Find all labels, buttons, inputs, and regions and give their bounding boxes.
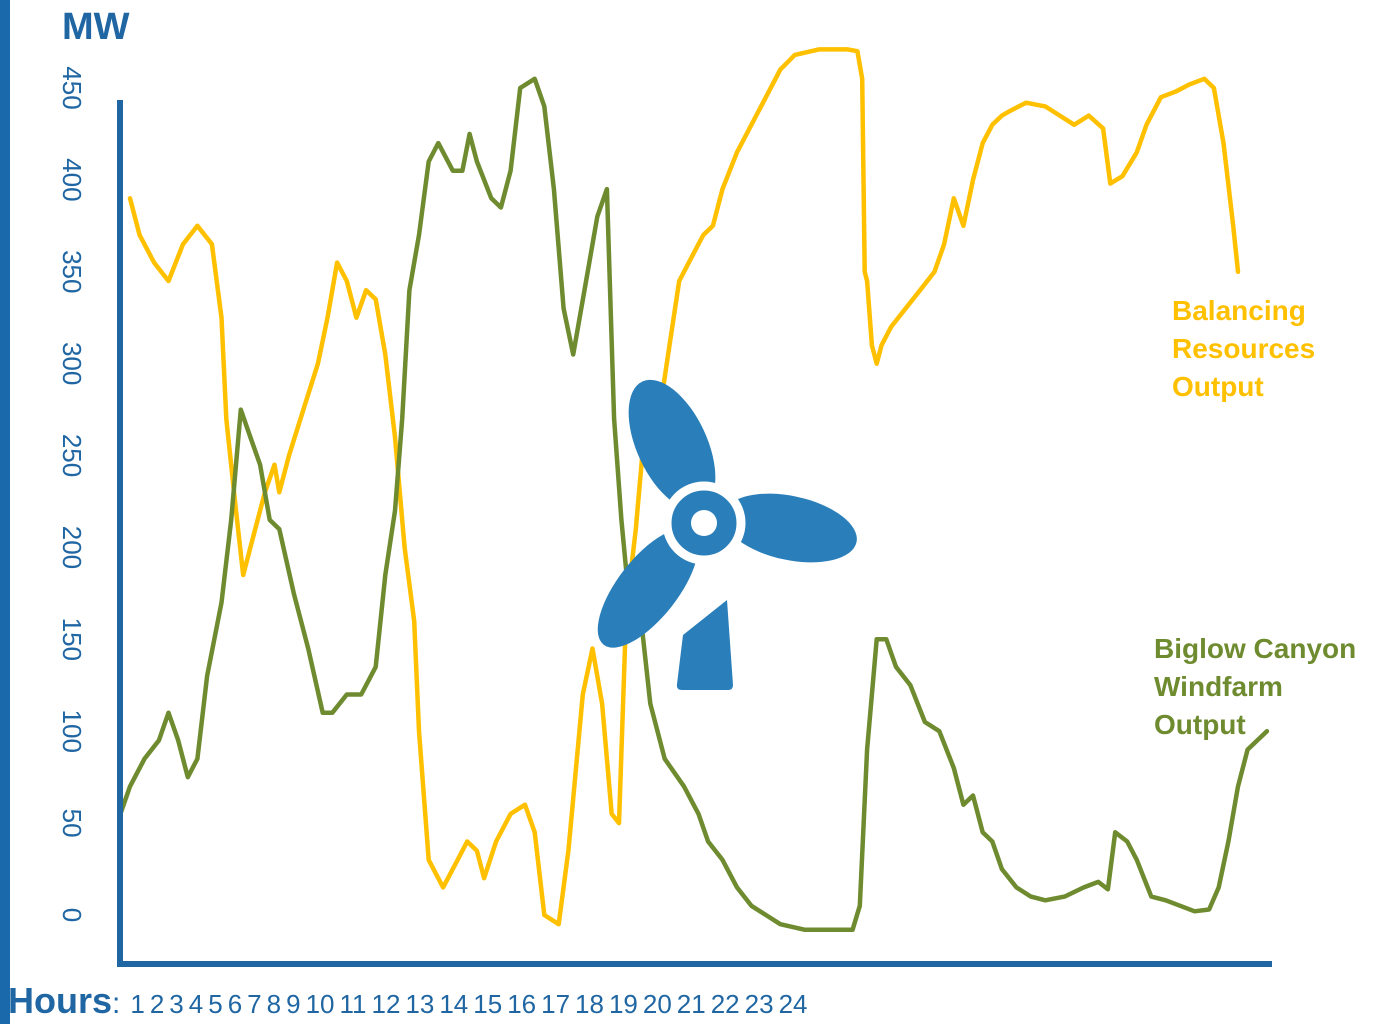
turbine-tower [676,600,733,690]
left-accent-bar [0,0,10,1024]
x-tick-label: 20 [642,989,672,1019]
x-tick-labels: 1 2 3 4 5 6 7 8 9 10 11 12 13 14 15 16 17 18 19 20 21 22 23 24 [130,989,812,1019]
y-tick-label: 450 [57,66,87,109]
x-tick-label: 1 [130,989,145,1019]
y-tick-labels: 0 50 100 150 200 250 300 350 400 450 [57,66,87,922]
x-tick-label: 21 [676,989,706,1019]
x-tick-label: 9 [286,989,301,1019]
x-tick-label: 17 [541,989,571,1019]
x-tick-label: 6 [227,989,243,1019]
x-axis-label: Hours: 1 2 3 4 5 6 7 8 9 10 11 12 13 14 15 16 17 18 19 20 21 2… [8,980,812,1022]
x-tick-label: 4 [188,989,204,1019]
wind-turbine-icon [597,379,857,690]
y-tick-label: 200 [57,526,87,569]
turbine-blade-right [723,493,857,563]
series-label-balancing: Balancing Resources Output [1172,295,1323,402]
x-tick-label: 5 [208,989,223,1019]
x-tick-label: 19 [608,989,638,1019]
turbine-shaft [668,559,726,644]
x-tick-label: 11 [339,989,367,1019]
x-tick-label: 3 [169,989,184,1019]
x-tick-label: 18 [575,989,604,1019]
x-axis-separator: : [112,987,121,1020]
x-tick-label: 22 [710,989,740,1019]
y-tick-label: 0 [57,908,87,922]
x-tick-label: 15 [473,989,503,1019]
turbine-blade-left [597,528,699,648]
y-tick-label: 150 [57,618,87,661]
y-tick-label: 100 [57,710,87,753]
x-tick-label: 14 [439,989,469,1019]
y-tick-label: 300 [57,342,87,385]
x-axis-title: Hours [8,980,113,1021]
y-tick-label: 250 [57,434,87,477]
turbine-hub-center [691,510,717,536]
x-tick-label: 13 [405,989,435,1019]
y-tick-label: 400 [57,158,87,201]
x-tick-label: 2 [149,989,165,1019]
x-tick-label: 24 [778,989,808,1019]
series-label-biglow: Biglow Canyon Windfarm Output [1154,633,1364,740]
y-tick-label: 350 [57,250,87,293]
x-tick-label: 8 [266,989,282,1019]
x-tick-label: 23 [744,989,774,1019]
x-tick-label: 16 [507,989,537,1019]
y-unit-label: MW [62,6,130,48]
x-tick-label: 10 [305,989,335,1019]
y-tick-label: 50 [57,809,87,838]
x-tick-label: 7 [247,989,262,1019]
x-tick-label: 12 [371,989,401,1019]
turbine-blade-top [628,379,716,511]
